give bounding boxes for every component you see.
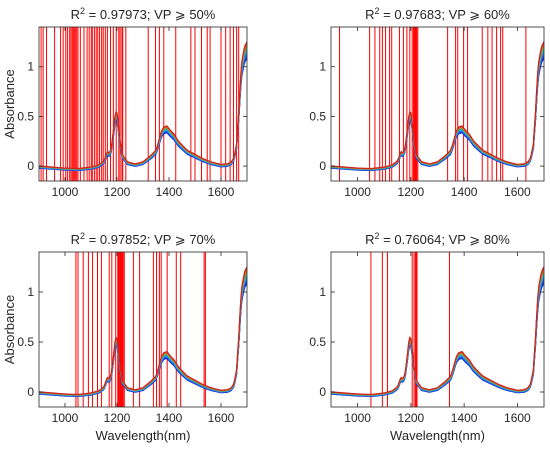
spectrum-line — [331, 46, 544, 170]
y-tick-label: 1 — [27, 285, 34, 299]
y-tick-label: 1 — [319, 60, 326, 74]
x-tick-label: 1400 — [451, 411, 478, 425]
spectrum-line — [331, 45, 544, 170]
chart-panel-2: R2 = 0.97683; VP ⩾ 60% 1000 1200 1400 1600 0 0… — [309, 6, 545, 199]
y-tick-label: 0 — [27, 385, 34, 399]
axes-frame — [38, 251, 248, 408]
chart-title: R2 = 0.97852; VP ⩾ 70% — [71, 231, 216, 247]
x-tick-label: 1600 — [504, 411, 531, 425]
plot-area — [39, 27, 247, 181]
y-axis-label: Absorbance — [2, 295, 17, 364]
spectrum-line — [39, 272, 247, 396]
spectrum-line — [39, 270, 247, 396]
spectrum-line — [39, 52, 247, 171]
spectrum-line — [39, 45, 247, 170]
spectrum-line — [39, 277, 247, 397]
spectrum-line — [331, 275, 544, 397]
x-tick-label: 1600 — [208, 185, 235, 199]
spectrum-line — [331, 57, 544, 172]
spectrum-line — [39, 55, 247, 171]
spectrum-line — [39, 266, 247, 396]
spectrum-line — [331, 281, 544, 397]
spectrum-line — [39, 54, 247, 171]
x-tick-label: 1000 — [52, 185, 79, 199]
y-tick-label: 0 — [27, 159, 34, 173]
y-tick-label: 0 — [319, 159, 326, 173]
spectrum-line — [39, 57, 247, 172]
spectrum-line — [39, 43, 247, 170]
x-tick-label: 1000 — [52, 411, 79, 425]
x-tick-label: 1200 — [104, 185, 131, 199]
spectrum-line — [331, 266, 544, 396]
spectrum-line — [331, 43, 544, 170]
spectrum-line — [331, 282, 544, 398]
chart-panel-4: R2 = 0.76064; VP ⩾ 80% 1000 1200 1400 1600 0 0… — [309, 231, 545, 443]
spectrum-line — [331, 277, 544, 397]
x-tick-label: 1000 — [344, 411, 371, 425]
y-axis-label: Absorbance — [2, 69, 17, 138]
y-tick-label: 0.5 — [309, 109, 326, 123]
chart-title: R2 = 0.76064; VP ⩾ 80% — [365, 231, 510, 247]
x-tick-label: 1400 — [451, 185, 478, 199]
axes-frame — [38, 26, 248, 182]
spectrum-line — [331, 268, 544, 396]
spectrum-line — [331, 41, 544, 170]
spectrum-line — [39, 279, 247, 397]
spectrum-line — [39, 41, 247, 170]
spectrum-line — [39, 50, 247, 171]
axes-frame — [330, 26, 545, 182]
axes-frame — [330, 251, 545, 408]
spectrum-line — [39, 268, 247, 396]
x-axis-label: Wavelength(nm) — [96, 428, 191, 443]
spectrum-line — [331, 270, 544, 396]
spectrum-line — [39, 46, 247, 170]
plot-area — [331, 27, 544, 181]
x-tick-label: 1200 — [398, 411, 425, 425]
y-tick-label: 0 — [319, 385, 326, 399]
y-tick-label: 0.5 — [309, 335, 326, 349]
spectrum-line — [331, 50, 544, 171]
spectrum-line — [39, 273, 247, 397]
x-tick-label: 1400 — [156, 411, 183, 425]
spectrum-line — [331, 272, 544, 396]
x-tick-label: 1600 — [504, 185, 531, 199]
x-tick-label: 1200 — [104, 411, 131, 425]
x-tick-label: 1000 — [344, 185, 371, 199]
chart-panel-3: R2 = 0.97852; VP ⩾ 70% 1000 1200 1400 1600 0 0… — [2, 231, 248, 443]
spectrum-line — [39, 281, 247, 397]
y-tick-label: 1 — [27, 60, 34, 74]
spectrum-line — [331, 55, 544, 171]
chart-title: R2 = 0.97973; VP ⩾ 50% — [71, 6, 216, 22]
spectrum-line — [331, 273, 544, 397]
spectrum-line — [331, 54, 544, 171]
x-tick-label: 1400 — [156, 185, 183, 199]
plot-area — [331, 252, 544, 407]
y-tick-label: 0.5 — [17, 335, 34, 349]
x-tick-label: 1200 — [398, 185, 425, 199]
x-axis-label: Wavelength(nm) — [390, 428, 485, 443]
chart-panel-1: R2 = 0.97973; VP ⩾ 50% 1000 1200 1400 1600 0 0… — [2, 6, 248, 199]
spectrum-line — [39, 275, 247, 397]
spectrum-line — [331, 52, 544, 171]
plot-area — [39, 252, 247, 407]
y-tick-label: 1 — [319, 285, 326, 299]
spectrum-line — [331, 279, 544, 397]
spectrum-line — [39, 48, 247, 170]
y-tick-label: 0.5 — [17, 109, 34, 123]
chart-title: R2 = 0.97683; VP ⩾ 60% — [365, 6, 510, 22]
x-tick-label: 1600 — [208, 411, 235, 425]
spectrum-line — [39, 282, 247, 398]
spectrum-line — [331, 48, 544, 170]
